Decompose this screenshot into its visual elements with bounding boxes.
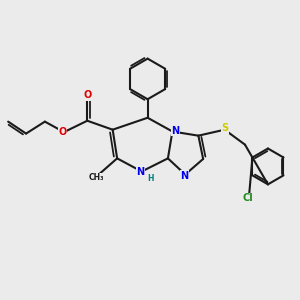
Text: S: S: [221, 123, 228, 133]
Text: N: N: [171, 126, 179, 136]
Text: CH₃: CH₃: [88, 173, 104, 182]
Text: O: O: [83, 90, 92, 100]
Text: N: N: [136, 167, 144, 177]
Text: Cl: Cl: [242, 194, 253, 203]
Text: N: N: [181, 171, 189, 181]
Text: O: O: [58, 127, 67, 137]
Text: H: H: [147, 175, 154, 184]
